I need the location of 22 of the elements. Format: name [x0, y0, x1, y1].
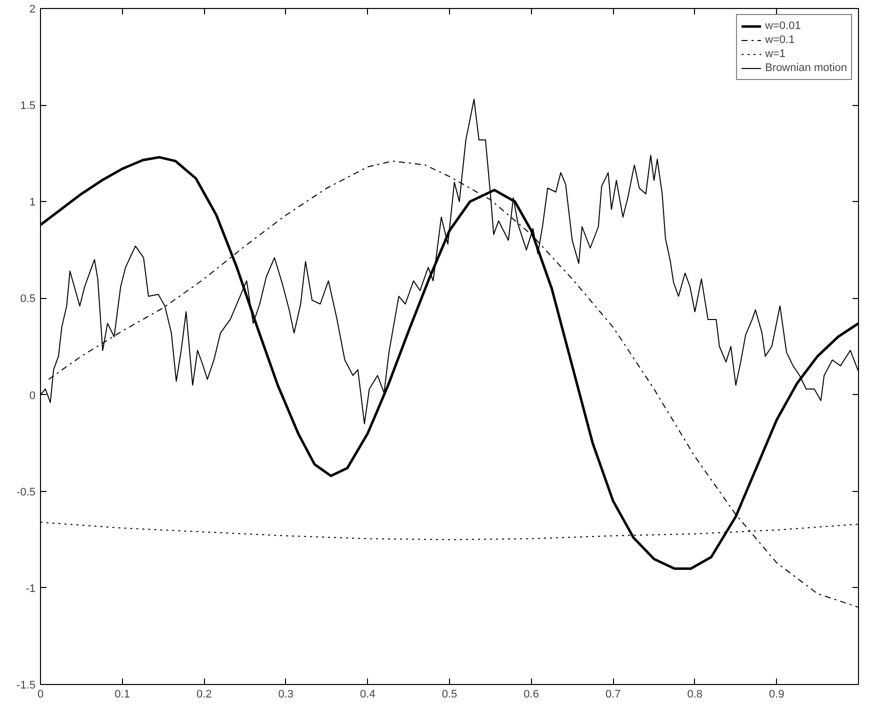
- y-tick-label: 0: [29, 390, 36, 402]
- legend-label: w=0.01: [765, 19, 801, 33]
- x-tick-label: 0.2: [196, 688, 212, 700]
- y-tick-label: 2: [29, 4, 36, 16]
- x-tick-label: 0.8: [687, 688, 703, 700]
- legend-label: w=1: [765, 47, 786, 61]
- legend-label: Brownian motion: [765, 61, 847, 75]
- y-tick-label: -0.5: [16, 486, 36, 498]
- x-tick-label: 0.1: [114, 688, 130, 700]
- y-tick-label: 1.5: [20, 100, 36, 112]
- x-tick-label: 0: [37, 688, 44, 700]
- legend-label: w=0.1: [765, 33, 795, 47]
- x-tick-label: 0.5: [442, 688, 458, 700]
- x-tick-label: 0.6: [524, 688, 539, 700]
- x-tick-label: 0.4: [360, 688, 376, 700]
- x-tick-label: 0.7: [605, 688, 621, 700]
- y-tick-label: 0.5: [20, 293, 36, 306]
- y-tick-label: -1.5: [16, 680, 36, 692]
- y-tick-label: -1: [26, 582, 36, 595]
- y-tick-label: 1: [29, 196, 36, 209]
- x-tick-label: 0.9: [769, 688, 784, 700]
- x-tick-label: 0.3: [278, 688, 294, 700]
